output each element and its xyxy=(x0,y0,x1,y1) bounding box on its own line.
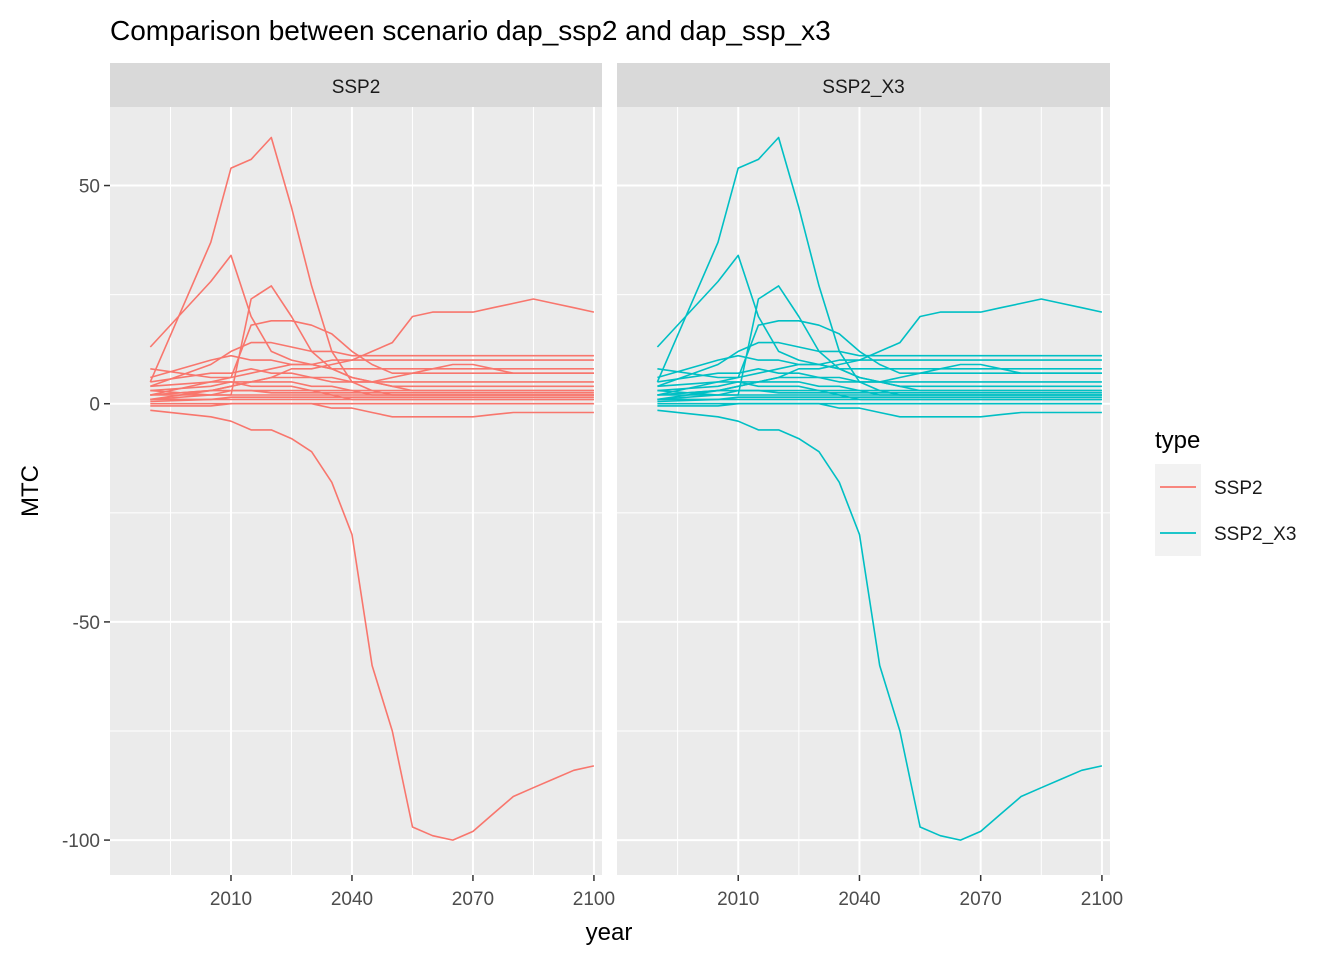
series-line-20 xyxy=(657,389,1102,396)
series-line-19 xyxy=(657,396,1102,401)
x-tick-label: 2100 xyxy=(1081,889,1123,910)
y-tick-label: -100 xyxy=(62,831,100,852)
x-tick-label: 2070 xyxy=(452,889,494,910)
x-tick-label: 2070 xyxy=(960,889,1002,910)
legend-entry-label: SSP2 xyxy=(1214,478,1263,499)
series-line-19 xyxy=(150,396,594,401)
series-line-7 xyxy=(150,341,594,388)
series-line-10 xyxy=(150,363,594,383)
series-line-16 xyxy=(150,398,594,403)
y-tick-label: -50 xyxy=(73,613,100,634)
x-axis-label: year xyxy=(586,919,633,946)
facet-strip xyxy=(110,63,602,107)
x-tick-label: 2010 xyxy=(210,889,252,910)
series-line-8 xyxy=(657,354,1102,379)
y-tick-label: 0 xyxy=(89,395,100,416)
y-axis-label: MTC xyxy=(17,465,44,517)
series-line-1 xyxy=(657,409,1103,841)
x-tick-label: 2010 xyxy=(717,889,759,910)
x-tick-label: 2100 xyxy=(573,889,615,910)
series-line-12 xyxy=(657,381,1102,401)
series-line-18 xyxy=(150,402,594,418)
legend: type SSP2 SSP2_X3 xyxy=(1155,427,1296,556)
series-line-20 xyxy=(150,389,594,396)
x-tick-label: 2040 xyxy=(331,889,373,910)
facet-panel-ssp2-x3: SSP2_X3 xyxy=(617,63,1110,875)
y-tick-label: 50 xyxy=(79,177,100,198)
facet-strip-label: SSP2 xyxy=(332,77,381,98)
facet-strip-label: SSP2_X3 xyxy=(822,77,904,98)
series-line-11 xyxy=(657,376,1102,392)
series-line-12 xyxy=(150,381,594,401)
series-line-11 xyxy=(150,376,594,392)
series-line-10 xyxy=(657,363,1102,383)
series-line-18 xyxy=(657,402,1102,418)
series-line-8 xyxy=(150,354,594,379)
legend-title: type xyxy=(1155,427,1200,454)
series-line-1 xyxy=(150,409,595,841)
series-line-7 xyxy=(657,341,1102,388)
chart-title: Comparison between scenario dap_ssp2 and… xyxy=(110,15,831,46)
series-line-9 xyxy=(150,359,594,396)
legend-entry-label: SSP2_X3 xyxy=(1214,524,1296,545)
series-line-16 xyxy=(657,398,1102,403)
panel-background xyxy=(110,107,602,875)
y-axis: -100 -50 0 50 xyxy=(62,177,110,852)
x-axis: 2010 2040 2070 2100 2010 2040 2070 2100 xyxy=(210,875,1123,910)
panel-background xyxy=(617,107,1110,875)
x-tick-label: 2040 xyxy=(838,889,880,910)
facet-panel-ssp2: SSP2 xyxy=(110,63,602,875)
series-line-9 xyxy=(657,359,1102,396)
facet-strip xyxy=(617,63,1110,107)
